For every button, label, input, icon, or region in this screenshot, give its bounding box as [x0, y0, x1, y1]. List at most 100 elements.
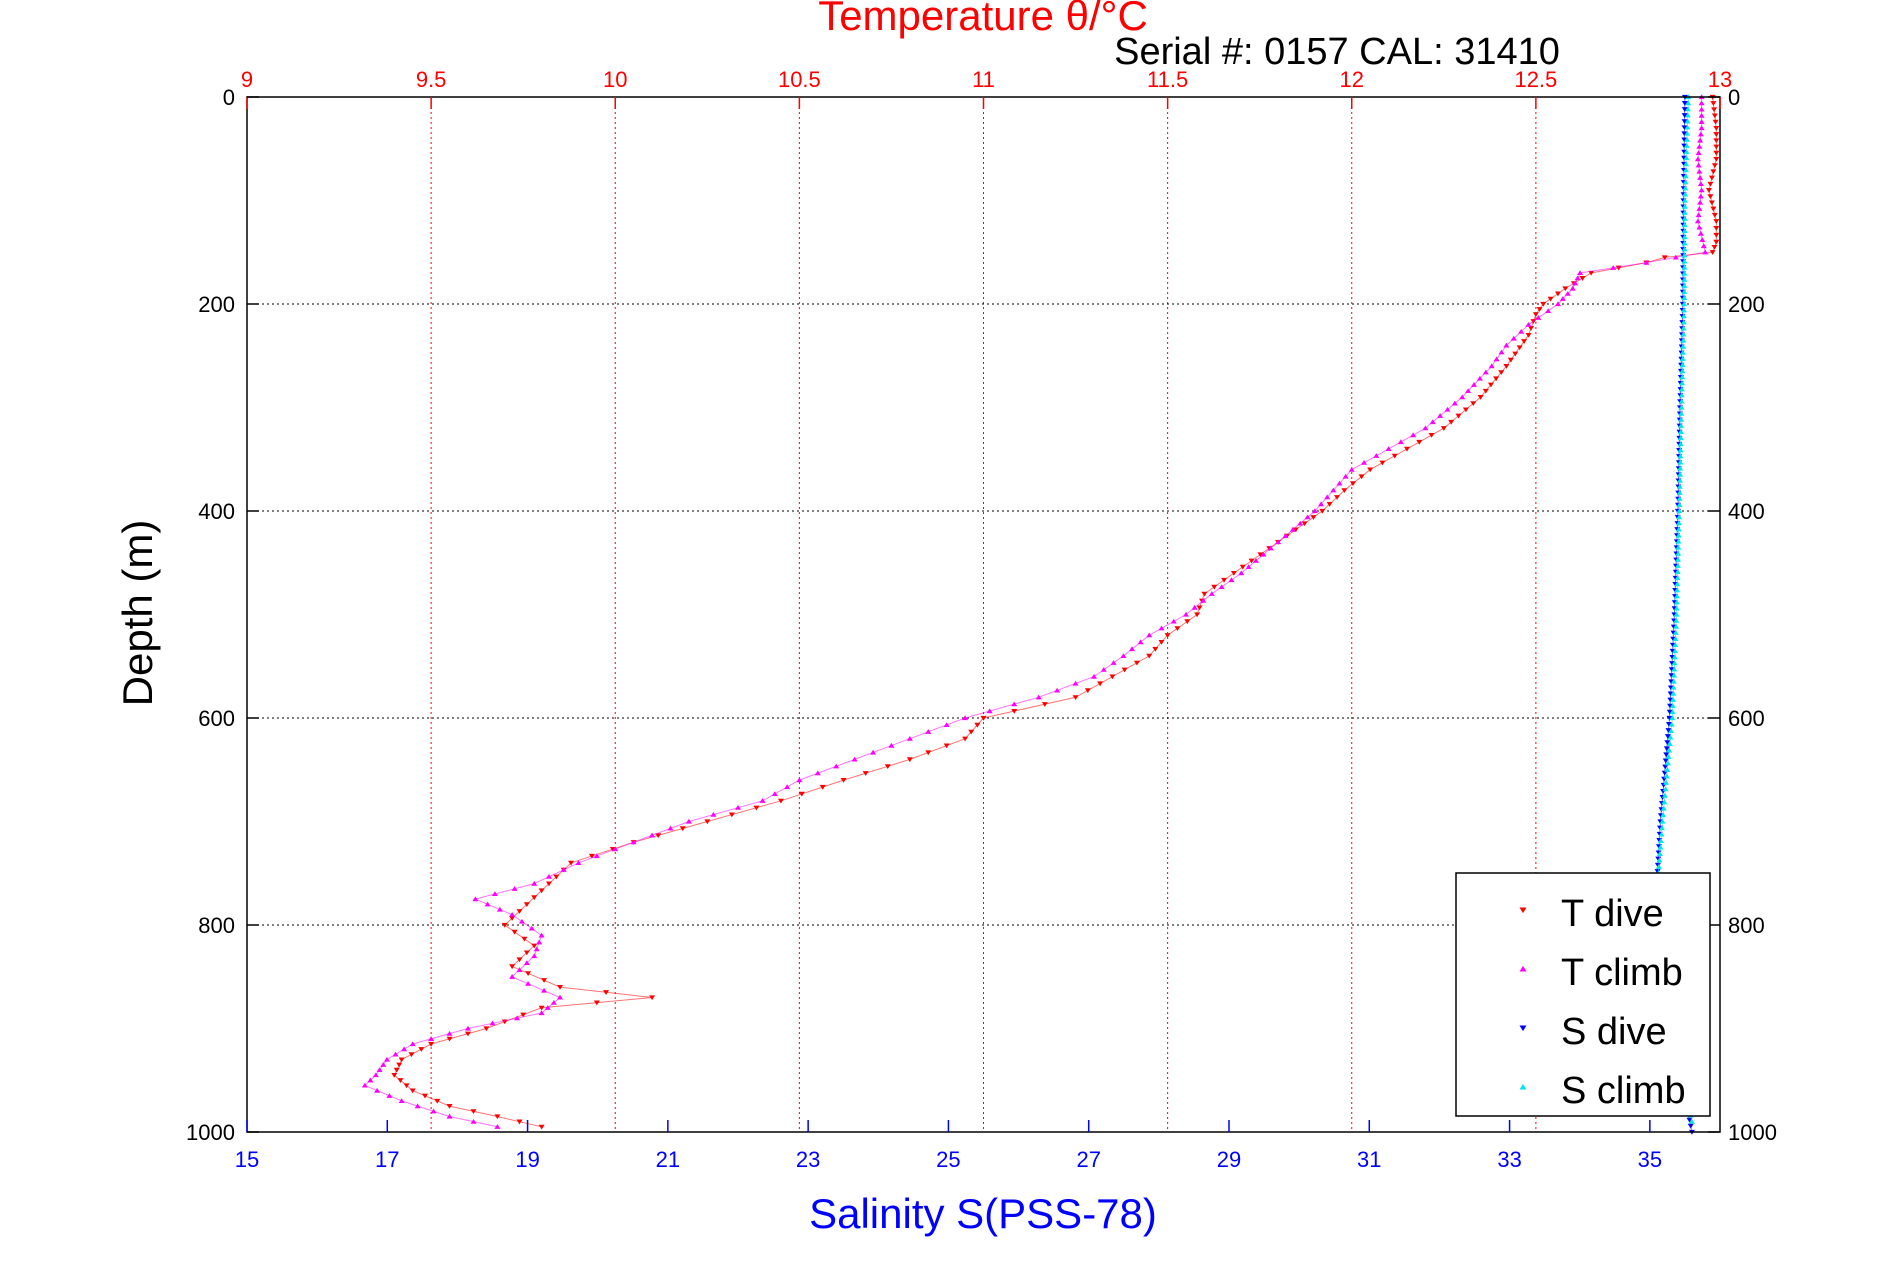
data-point-s-climb: [1684, 112, 1691, 118]
data-point-s-climb: [1673, 617, 1680, 623]
data-point-s-climb: [1679, 356, 1686, 361]
data-point-t-climb: [1200, 598, 1207, 603]
data-point-t-dive: [525, 971, 532, 976]
data-point-t-dive: [1527, 326, 1534, 331]
data-point-t-climb: [401, 1046, 408, 1052]
data-point-t-climb: [528, 925, 535, 931]
data-point-t-dive: [1477, 395, 1484, 400]
data-point-t-climb: [1610, 265, 1617, 270]
data-point-t-dive: [446, 1104, 453, 1109]
data-point-t-climb: [376, 1067, 383, 1072]
data-point-s-climb: [1664, 767, 1671, 772]
data-point-t-climb: [1072, 680, 1079, 686]
data-point-t-climb: [1476, 375, 1483, 381]
data-point-s-climb: [1675, 526, 1682, 532]
data-point-t-dive: [541, 978, 548, 983]
data-point-t-climb: [1694, 218, 1701, 224]
data-point-s-climb: [1681, 283, 1688, 288]
data-point-t-dive: [1164, 633, 1171, 638]
data-point-t-dive: [1521, 339, 1528, 344]
data-point-s-climb: [1681, 234, 1688, 240]
data-point-t-dive: [1588, 270, 1595, 276]
data-point-t-climb: [1569, 285, 1576, 291]
depth-tick-label-left: 800: [198, 913, 235, 938]
data-point-t-climb: [1228, 577, 1235, 583]
data-point-t-climb: [943, 722, 950, 727]
data-point-s-climb: [1681, 252, 1688, 258]
data-point-t-climb: [428, 1036, 435, 1041]
salinity-tick-label: 29: [1217, 1147, 1241, 1172]
data-point-s-climb: [1657, 838, 1664, 844]
data-point-s-climb: [1677, 447, 1684, 453]
data-point-t-climb: [1510, 335, 1517, 341]
data-point-t-climb: [593, 853, 600, 859]
data-point-s-climb: [1680, 337, 1687, 343]
data-point-t-dive: [1196, 605, 1203, 611]
data-point-t-climb: [1694, 156, 1701, 162]
data-point-s-dive: [1654, 869, 1661, 874]
data-point-s-climb: [1673, 611, 1680, 617]
data-point-t-dive: [421, 1093, 428, 1099]
data-point-t-dive: [521, 936, 528, 942]
data-point-t-climb: [414, 1103, 421, 1109]
data-point-s-dive: [1662, 764, 1669, 770]
data-point-s-climb: [1674, 569, 1681, 574]
data-point-t-dive: [523, 902, 530, 907]
data-point-t-dive: [1072, 695, 1079, 700]
data-point-s-climb: [1655, 864, 1662, 869]
data-point-t-climb: [409, 1041, 416, 1047]
data-point-t-climb: [560, 867, 567, 872]
data-point-s-climb: [1681, 209, 1688, 215]
data-point-s-dive: [1681, 113, 1688, 118]
data-point-t-climb: [1238, 570, 1245, 576]
data-point-t-climb: [1253, 557, 1260, 563]
data-point-t-climb: [1324, 494, 1331, 500]
data-point-t-dive: [1341, 488, 1348, 493]
data-point-s-climb: [1670, 678, 1677, 684]
data-point-s-climb: [1680, 325, 1687, 331]
salinity-tick-label: 31: [1357, 1147, 1381, 1172]
data-point-t-climb: [1465, 388, 1472, 394]
data-point-t-dive: [1710, 206, 1717, 212]
data-point-t-dive: [1448, 419, 1455, 425]
legend-label-t-climb: T climb: [1561, 952, 1683, 994]
data-point-t-dive: [1455, 413, 1462, 419]
data-point-t-climb: [1110, 660, 1117, 665]
data-point-t-climb: [446, 1030, 453, 1036]
data-point-t-dive: [470, 1109, 477, 1114]
data-point-s-climb: [1683, 143, 1690, 148]
data-point-s-dive: [1661, 770, 1668, 776]
data-point-t-dive: [1710, 101, 1717, 106]
data-point-s-climb: [1673, 623, 1680, 629]
data-point-t-climb: [1459, 394, 1466, 400]
data-point-t-dive: [494, 1114, 501, 1120]
data-point-t-climb: [759, 798, 766, 803]
data-point-t-climb: [1245, 564, 1252, 569]
data-point-t-climb: [906, 736, 913, 741]
data-point-t-dive: [398, 1057, 405, 1063]
data-point-t-climb: [1275, 539, 1282, 545]
data-point-s-climb: [1677, 441, 1684, 447]
data-point-s-dive: [1681, 119, 1688, 125]
data-point-s-climb: [1681, 264, 1688, 270]
data-point-s-climb: [1668, 728, 1675, 734]
data-point-t-dive: [1711, 212, 1718, 218]
data-point-t-dive: [1184, 619, 1191, 625]
data-point-s-climb: [1677, 465, 1684, 471]
data-point-t-climb: [518, 918, 525, 924]
data-point-t-dive: [1358, 474, 1365, 480]
data-point-s-climb: [1670, 684, 1677, 690]
data-point-t-dive: [1221, 577, 1228, 583]
data-point-t-climb: [1695, 162, 1702, 168]
data-point-t-climb: [771, 791, 778, 796]
data-point-t-climb: [494, 1124, 501, 1129]
data-point-t-climb: [538, 1010, 545, 1016]
data-point-t-dive: [538, 1005, 545, 1011]
data-point-s-climb: [1658, 825, 1665, 831]
data-point-t-climb: [367, 1077, 374, 1083]
data-point-t-dive: [501, 922, 508, 928]
data-point-t-climb: [538, 932, 545, 938]
data-point-t-dive: [1301, 521, 1308, 527]
data-point-t-climb: [446, 1113, 453, 1119]
data-point-t-climb: [1545, 308, 1552, 313]
